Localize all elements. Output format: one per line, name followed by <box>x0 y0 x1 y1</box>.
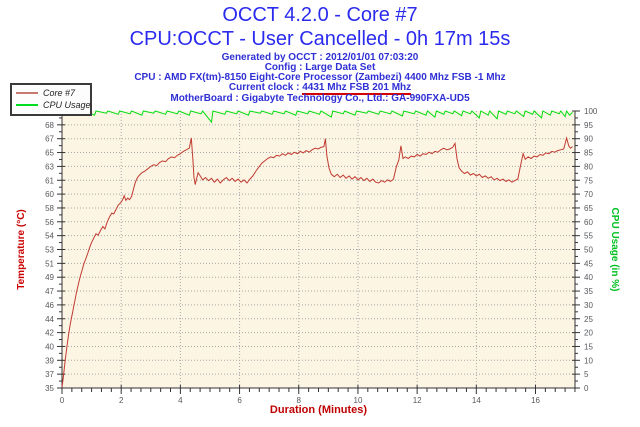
x-tick-label: 8 <box>297 396 302 405</box>
left-tick-label: 67 <box>45 135 54 144</box>
left-tick-label: 49 <box>45 273 54 282</box>
right-tick-label: 90 <box>584 135 593 144</box>
left-tick-label: 37 <box>45 370 54 379</box>
left-tick-label: 61 <box>45 176 54 185</box>
temperature-curve <box>61 135 573 388</box>
generated-line: Generated by OCCT : 2012/01/01 07:03:20 <box>221 52 419 63</box>
cpu-usage-line-sample <box>16 104 38 106</box>
legend-label-core7: Core #7 <box>43 88 76 98</box>
legend-label-cpu-usage: CPU Usage <box>43 100 91 110</box>
chart-title: OCCT 4.2.0 - Core #7 <box>222 4 418 26</box>
core7-line-sample <box>16 92 38 94</box>
right-tick-label: 25 <box>584 315 593 324</box>
x-tick-label: 10 <box>354 396 363 405</box>
x-tick-label: 16 <box>531 396 540 405</box>
right-tick-label: 70 <box>584 190 593 199</box>
right-axis-title: CPU Usage (in %) <box>609 208 620 292</box>
right-tick-label: 85 <box>584 149 593 158</box>
left-tick-label: 44 <box>45 315 54 324</box>
right-tick-label: 15 <box>584 342 593 351</box>
left-tick-label: 68 <box>45 121 54 130</box>
left-tick-label: 40 <box>45 342 54 351</box>
clock-value-underlined: 4431 Mhz FSB 201 Mhz <box>302 82 412 95</box>
x-tick-label: 2 <box>119 396 124 405</box>
left-tick-label: 53 <box>45 246 54 255</box>
right-tick-label: 75 <box>584 176 593 185</box>
right-tick-label: 40 <box>584 273 593 282</box>
config-line: Config : Large Data Set <box>264 62 376 73</box>
left-tick-label: 51 <box>45 259 54 268</box>
x-tick-label: 14 <box>472 396 481 405</box>
left-axis-title: Temperature (°C) <box>16 209 27 290</box>
right-tick-label: 100 <box>584 107 598 116</box>
current-clock-line: Current clock : 4431 Mhz FSB 201 Mhz <box>0 82 640 95</box>
left-tick-label: 47 <box>45 287 54 296</box>
right-tick-label: 55 <box>584 232 593 241</box>
x-tick-label: 6 <box>237 396 242 405</box>
right-tick-label: 0 <box>584 384 589 393</box>
motherboard-line: MotherBoard : Gigabyte Technology Co., L… <box>170 93 470 104</box>
plot-background <box>62 111 575 388</box>
right-tick-label: 5 <box>584 370 589 379</box>
legend-item-cpu-usage: CPU Usage <box>12 99 91 111</box>
left-tick-label: 39 <box>45 356 54 365</box>
cpu-line: CPU : AMD FX(tm)-8150 Eight-Core Process… <box>134 72 506 83</box>
left-tick-label: 42 <box>45 329 54 338</box>
chart-subtitle: CPU:OCCT - User Cancelled - 0h 17m 15s <box>129 28 511 50</box>
right-tick-label: 10 <box>584 356 593 365</box>
left-tick-label: 58 <box>45 204 54 213</box>
cpu-usage-curve <box>61 109 573 124</box>
right-tick-label: 80 <box>584 162 593 171</box>
right-tick-label: 65 <box>584 204 593 213</box>
x-tick-label: 12 <box>413 396 422 405</box>
right-tick-label: 50 <box>584 246 593 255</box>
left-tick-label: 35 <box>45 384 54 393</box>
right-tick-label: 60 <box>584 218 593 227</box>
x-axis-title: Duration (Minutes) <box>270 404 367 416</box>
clock-prefix: Current clock : <box>228 82 303 93</box>
legend-box: Core #7 CPU Usage <box>10 83 92 116</box>
right-tick-label: 95 <box>584 121 593 130</box>
left-tick-label: 46 <box>45 301 54 310</box>
right-tick-label: 35 <box>584 287 593 296</box>
left-tick-label: 60 <box>45 190 54 199</box>
left-tick-label: 54 <box>45 232 54 241</box>
left-tick-label: 63 <box>45 162 54 171</box>
right-tick-label: 20 <box>584 329 593 338</box>
right-tick-label: 30 <box>584 301 593 310</box>
x-tick-label: 0 <box>60 396 65 405</box>
legend-item-core7: Core #7 <box>12 87 90 99</box>
right-tick-label: 45 <box>584 259 593 268</box>
left-tick-label: 65 <box>45 149 54 158</box>
left-tick-label: 56 <box>45 218 54 227</box>
x-tick-label: 4 <box>178 396 183 405</box>
